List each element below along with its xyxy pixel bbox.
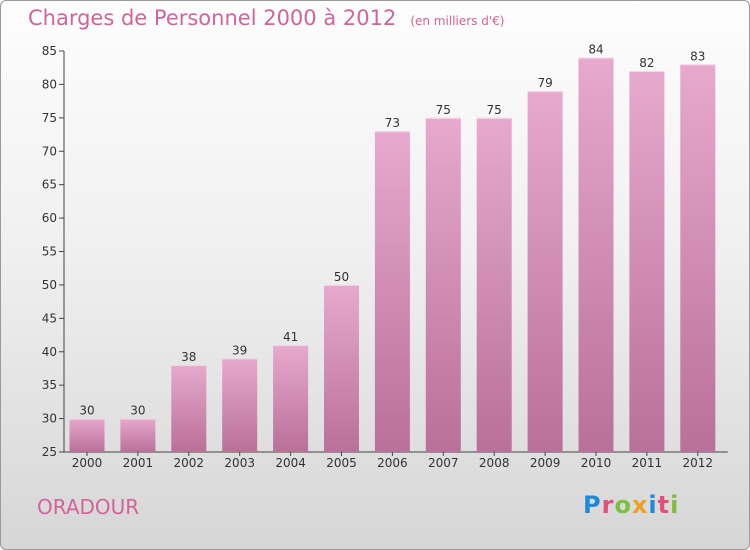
x-tick-label: 2010 <box>581 456 612 470</box>
y-tick-label: 30 <box>42 412 57 426</box>
y-tick-label: 50 <box>42 278 57 292</box>
y-tick-label: 65 <box>42 178 57 192</box>
chart-subtitle: (en milliers d'€) <box>410 14 505 28</box>
bar <box>120 418 156 452</box>
y-tick-label: 70 <box>42 144 57 158</box>
axes: 25 30 35 40 45 50 55 60 65 70 75 80 85 2000 2001 2002 20… <box>42 44 728 470</box>
y-tick-label: 40 <box>42 345 57 359</box>
logo-letter: P <box>583 491 602 519</box>
y-tick-label: 85 <box>42 44 57 58</box>
bar <box>578 57 614 452</box>
data-label: 75 <box>487 103 502 117</box>
logo-letter: t <box>657 491 671 519</box>
bar <box>171 365 207 452</box>
x-tick-label: 2007 <box>428 456 459 470</box>
bar <box>680 64 716 452</box>
y-tick-label: 55 <box>42 245 57 259</box>
bar <box>69 418 105 452</box>
data-label: 79 <box>537 76 552 90</box>
logo-letter: r <box>601 491 615 519</box>
bar <box>273 345 309 452</box>
data-label: 41 <box>283 330 298 344</box>
bar <box>324 284 359 452</box>
logo-letter: o <box>614 491 632 519</box>
x-tick-label: 2006 <box>377 456 408 470</box>
bar <box>222 358 258 452</box>
x-tick-label: 2000 <box>72 456 103 470</box>
data-label: 39 <box>232 343 247 357</box>
y-tick-label: 75 <box>42 111 57 125</box>
y-tick-label: 35 <box>42 378 57 392</box>
chart-title: Charges de Personnel 2000 à 2012 <box>28 6 397 30</box>
logo-letter: i <box>670 491 680 519</box>
data-label: 50 <box>334 270 349 284</box>
data-label: 82 <box>639 56 654 70</box>
x-tick-label: 2001 <box>123 456 154 470</box>
x-tick-label: 2002 <box>174 456 205 470</box>
y-tick-label: 45 <box>42 311 57 325</box>
x-tick-label: 2012 <box>683 456 714 470</box>
data-label: 30 <box>79 404 94 418</box>
x-tick-label: 2003 <box>224 456 255 470</box>
bar <box>425 117 461 452</box>
bars: 30 30 38 39 41 50 73 75 75 79 84 82 83 <box>69 43 716 453</box>
x-tick-label: 2004 <box>275 456 306 470</box>
x-tick-label: 2009 <box>530 456 561 470</box>
chart-title-block: Charges de Personnel 2000 à 2012 (en mill… <box>28 6 504 30</box>
y-tick-label: 60 <box>42 211 57 225</box>
data-label: 75 <box>436 103 451 117</box>
data-label: 30 <box>130 404 145 418</box>
bar <box>374 131 410 452</box>
data-label: 73 <box>385 116 400 130</box>
logo-letter: i <box>648 491 658 519</box>
bar <box>476 117 512 452</box>
commune-name: ORADOUR <box>37 495 140 519</box>
data-label: 83 <box>690 49 705 63</box>
logo-letter: x <box>631 491 649 519</box>
y-tick-label: 80 <box>42 77 57 91</box>
bar <box>527 91 563 452</box>
x-tick-label: 2008 <box>479 456 510 470</box>
proxiti-logo: Proxiti <box>583 491 679 519</box>
x-tick-label: 2005 <box>326 456 357 470</box>
x-tick-label: 2011 <box>632 456 663 470</box>
y-tick-label: 25 <box>42 445 57 459</box>
data-label: 38 <box>181 350 196 364</box>
data-label: 84 <box>588 43 603 57</box>
bar <box>629 71 665 453</box>
